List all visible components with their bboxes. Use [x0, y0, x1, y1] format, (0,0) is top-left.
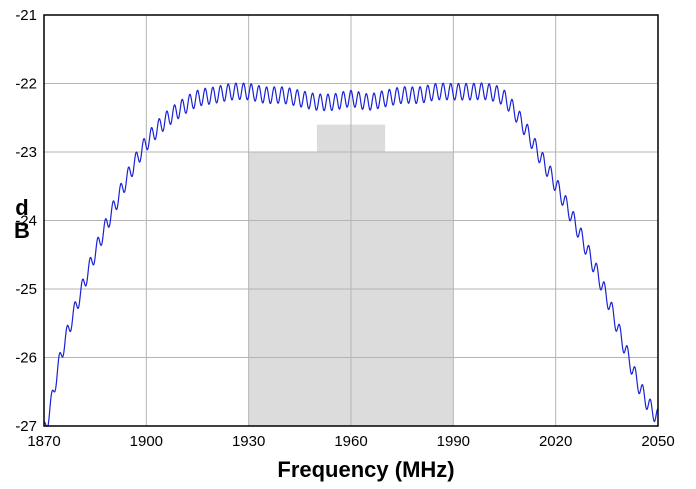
x-tick-label: 1900 — [130, 433, 163, 450]
y-tick-label: -25 — [15, 281, 37, 298]
y-axis-label-b: B — [14, 218, 30, 243]
y-tick-labels: -21 -22 -23 -24 -25 -26 -27 — [15, 7, 37, 435]
grid — [43, 14, 659, 427]
x-tick-label: 1990 — [437, 433, 470, 450]
x-tick-label: 1960 — [334, 433, 367, 450]
x-tick-labels: 1870 1900 1930 1960 1990 2020 2050 — [27, 433, 674, 450]
y-axis-label-d: d — [15, 195, 28, 220]
x-axis-label: Frequency (MHz) — [277, 457, 454, 482]
plot-frame — [43, 14, 659, 427]
x-tick-label: 2050 — [641, 433, 674, 450]
y-tick-label: -22 — [15, 76, 37, 93]
y-tick-label: -21 — [15, 7, 37, 24]
x-tick-label: 1930 — [232, 433, 265, 450]
series-line-layer — [43, 82, 659, 427]
x-tick-label: 2020 — [539, 433, 572, 450]
y-tick-label: -26 — [15, 350, 37, 367]
series-line — [43, 82, 659, 427]
y-tick-label: -23 — [15, 144, 37, 161]
x-tick-label: 1870 — [27, 433, 60, 450]
y-tick-label: -27 — [15, 418, 37, 435]
y-tick-label: -24 — [15, 213, 37, 230]
